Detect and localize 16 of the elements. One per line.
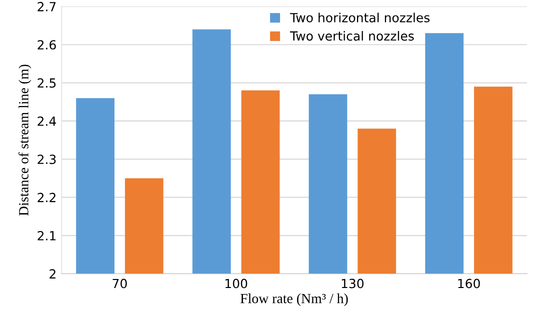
- x-axis-title: Flow rate (Nm³ / h): [240, 293, 348, 306]
- y-tick-label: 2.2: [38, 192, 56, 202]
- x-tick-label: 160: [458, 278, 480, 288]
- y-tick-label: 2.4: [38, 116, 56, 126]
- y-axis-title: Distance of stream line (m): [18, 64, 32, 216]
- y-tick-label: 2.7: [38, 2, 56, 12]
- y-tick-label: 2.6: [38, 40, 56, 50]
- legend-label: Two horizontal nozzles: [290, 12, 430, 22]
- legend-label: Two vertical nozzles: [290, 31, 414, 41]
- y-tick-label: 2.1: [38, 230, 56, 240]
- y-tick-label: 2.3: [38, 154, 56, 164]
- x-tick-label: 70: [112, 278, 127, 288]
- x-tick-label: 130: [342, 278, 364, 288]
- y-tick-label: 2.5: [38, 78, 56, 88]
- x-tick-label: 100: [226, 278, 248, 288]
- y-tick-label: 2: [50, 269, 56, 278]
